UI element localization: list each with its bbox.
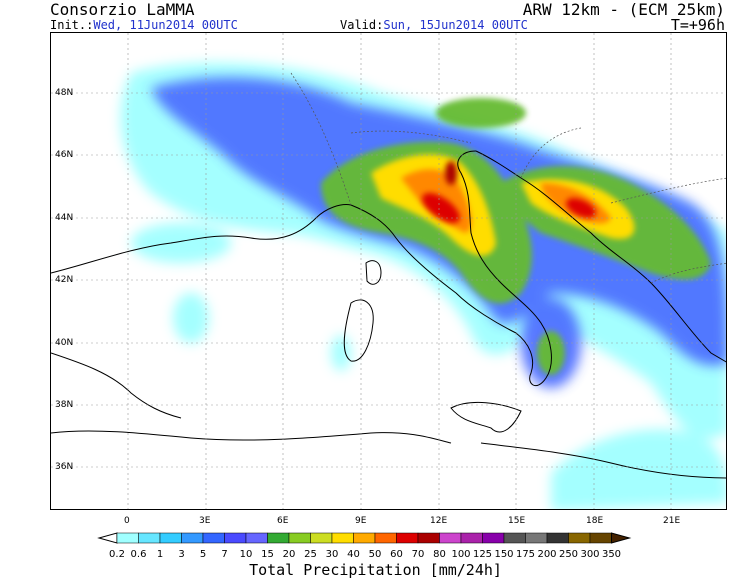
lat-label-48n: 48N <box>55 88 74 98</box>
legend-swatch <box>331 532 354 544</box>
lon-label-12e: 12E <box>430 516 448 526</box>
legend-tick-label: 40 <box>347 549 360 560</box>
color-scale: 0.2 0.6 1 3 5 7 10 15 20 25 30 40 50 60 70 80 100 125 150 1… <box>97 532 632 560</box>
precipitation-map: 48N 46N 44N 42N 40N 38N 36N <box>50 32 727 510</box>
legend-tick-label: 1 <box>157 549 163 560</box>
lon-label-9e: 9E <box>355 516 367 526</box>
legend-tick-label: 150 <box>494 549 513 560</box>
legend-tick-label: 100 <box>451 549 470 560</box>
legend-tick-label: 0.2 <box>109 549 125 560</box>
legend-swatch <box>503 532 526 544</box>
init-time: Init.:Wed, 11Jun2014 00UTC <box>50 18 238 32</box>
legend-tick-label: 15 <box>261 549 274 560</box>
init-label: Init.: <box>50 18 94 32</box>
legend-tick-label: 300 <box>580 549 599 560</box>
legend-tick-label: 50 <box>369 549 382 560</box>
lead-time: T=+96h <box>670 16 725 34</box>
model-title: ARW 12km - (ECM 25km) <box>522 0 725 19</box>
legend-tick-label: 20 <box>283 549 296 560</box>
legend-tick-label: 125 <box>473 549 492 560</box>
lon-label-21e: 21E <box>663 516 681 526</box>
legend-swatch <box>546 532 569 544</box>
legend-swatch <box>288 532 311 544</box>
valid-label: Valid: <box>340 18 384 32</box>
coastlines <box>51 150 726 479</box>
legend-tick-label: 350 <box>602 549 621 560</box>
borders <box>290 72 726 284</box>
legend-tick-label: 10 <box>240 549 253 560</box>
legend-tick-label: 30 <box>326 549 339 560</box>
legend-swatch <box>460 532 483 544</box>
legend-swatch <box>568 532 591 544</box>
map-svg <box>51 33 726 509</box>
legend-tick-label: 25 <box>304 549 317 560</box>
legend-swatch <box>525 532 548 544</box>
legend-swatch <box>181 532 204 544</box>
legend-swatch <box>202 532 225 544</box>
lon-label-6e: 6E <box>277 516 289 526</box>
legend-tick-label: 60 <box>390 549 403 560</box>
lon-label-15e: 15E <box>508 516 526 526</box>
legend-tick-label: 0.6 <box>131 549 147 560</box>
lat-label-42n: 42N <box>55 275 74 285</box>
legend-tick-label: 175 <box>516 549 535 560</box>
legend-arrow-low <box>97 532 118 544</box>
legend-swatch <box>310 532 333 544</box>
precip-red-layer <box>422 161 596 224</box>
legend-title: Total Precipitation [mm/24h] <box>249 561 502 579</box>
lat-label-40n: 40N <box>55 338 74 348</box>
legend-swatch <box>138 532 161 544</box>
legend-swatch <box>589 532 612 544</box>
lat-label-38n: 38N <box>55 400 74 410</box>
lon-label-0: 0 <box>124 516 130 526</box>
legend-tick-label: 250 <box>559 549 578 560</box>
legend-tick-label: 80 <box>433 549 446 560</box>
legend-swatch <box>267 532 290 544</box>
legend-tick-label: 200 <box>537 549 556 560</box>
legend-swatch <box>159 532 182 544</box>
app-title: Consorzio LaMMA <box>50 0 195 19</box>
lat-label-46n: 46N <box>55 150 74 160</box>
legend-swatch <box>224 532 247 544</box>
valid-time: Valid:Sun, 15Jun2014 00UTC <box>340 18 528 32</box>
legend-swatch <box>245 532 268 544</box>
lon-label-3e: 3E <box>199 516 211 526</box>
legend-tick-label: 3 <box>178 549 184 560</box>
legend-swatch <box>374 532 397 544</box>
legend-tick-label: 7 <box>221 549 227 560</box>
legend-tick-label: 5 <box>200 549 206 560</box>
legend-swatch <box>482 532 505 544</box>
legend-swatch <box>439 532 462 544</box>
legend-tick-label: 70 <box>412 549 425 560</box>
lon-label-18e: 18E <box>586 516 604 526</box>
legend-arrow-high <box>611 532 632 544</box>
legend-swatch <box>116 532 139 544</box>
lat-label-44n: 44N <box>55 213 74 223</box>
init-value: Wed, 11Jun2014 00UTC <box>93 18 238 32</box>
lat-label-36n: 36N <box>55 462 74 472</box>
legend-swatch <box>396 532 419 544</box>
legend-swatch <box>353 532 376 544</box>
legend-swatch <box>417 532 440 544</box>
valid-value: Sun, 15Jun2014 00UTC <box>383 18 528 32</box>
